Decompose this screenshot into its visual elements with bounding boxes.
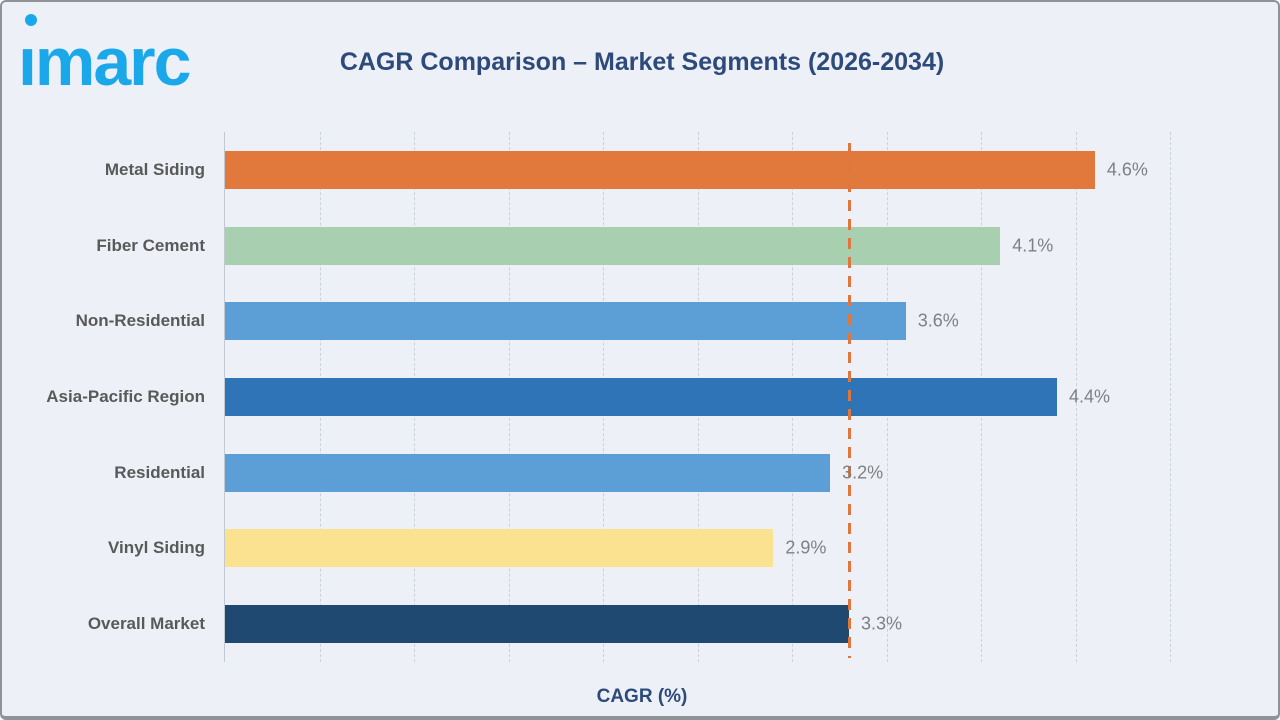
- category-label: Non-Residential: [75, 311, 205, 331]
- imarc-logo: ımarc: [18, 24, 191, 100]
- category-label: Residential: [114, 462, 205, 482]
- value-label: 4.4%: [1069, 386, 1111, 407]
- plot-area: 4.6% 4.1% 3.6% 4.4% 3.2% 2.9% 3.3%: [224, 132, 1265, 662]
- value-label: 2.9%: [785, 537, 827, 558]
- value-label: 4.1%: [1012, 235, 1054, 256]
- value-label: 3.2%: [842, 462, 884, 483]
- gridline: [1170, 132, 1172, 662]
- bar-overall-market: [225, 605, 849, 644]
- x-axis-title: CAGR (%): [596, 686, 688, 707]
- bar-metal-siding: [225, 150, 1095, 189]
- category-label: Fiber Cement: [96, 235, 205, 255]
- imarc-logo-dot-icon: [25, 14, 37, 26]
- value-label: 3.3%: [861, 613, 903, 634]
- bar-asia-pacific-region: [225, 378, 1057, 416]
- chart-title: CAGR Comparison – Market Segments (2026-…: [339, 48, 945, 76]
- category-label: Vinyl Siding: [108, 538, 205, 558]
- category-label: Overall Market: [87, 614, 205, 634]
- value-label: 3.6%: [917, 310, 959, 331]
- category-axis-labels: Metal Siding Fiber Cement Non-Residential A…: [2, 132, 205, 662]
- bar-residential: [225, 453, 831, 492]
- bar-non-residential: [225, 302, 906, 341]
- bar-vinyl-siding: [225, 529, 774, 568]
- gridline: [1075, 132, 1077, 662]
- bar-fiber-cement: [225, 226, 1001, 265]
- category-label: Metal Siding: [104, 159, 205, 179]
- category-label: Asia-Pacific Region: [46, 387, 205, 406]
- reference-line: [848, 143, 851, 658]
- value-label: 4.6%: [1106, 159, 1148, 180]
